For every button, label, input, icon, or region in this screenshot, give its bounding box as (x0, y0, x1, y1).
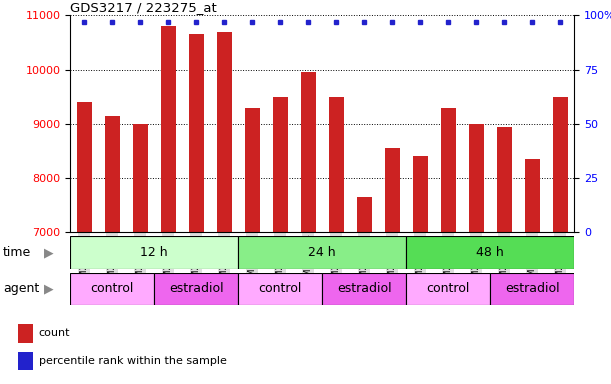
Text: estradiol: estradiol (169, 283, 224, 295)
Bar (161, 26, 176, 232)
Bar (273, 97, 288, 232)
Bar (244, 108, 260, 232)
Bar (525, 159, 540, 232)
Bar (384, 148, 400, 232)
Text: control: control (258, 283, 302, 295)
Bar (70, 236, 238, 269)
Text: control: control (426, 283, 470, 295)
Text: 12 h: 12 h (141, 246, 168, 259)
Bar (238, 273, 323, 305)
Bar (216, 31, 232, 232)
Bar (406, 273, 490, 305)
Text: estradiol: estradiol (505, 283, 560, 295)
Bar (301, 72, 316, 232)
Bar (552, 97, 568, 232)
Bar (18, 324, 33, 343)
Bar (469, 124, 484, 232)
Bar (406, 236, 574, 269)
Bar (154, 273, 238, 305)
Bar (104, 116, 120, 232)
Text: 24 h: 24 h (309, 246, 336, 259)
Bar (238, 236, 406, 269)
Text: ▶: ▶ (44, 283, 54, 295)
Text: estradiol: estradiol (337, 283, 392, 295)
Text: GDS3217 / 223275_at: GDS3217 / 223275_at (70, 1, 217, 14)
Bar (76, 102, 92, 232)
Bar (412, 156, 428, 232)
Text: time: time (3, 246, 31, 259)
Text: percentile rank within the sample: percentile rank within the sample (38, 356, 227, 366)
Text: 48 h: 48 h (477, 246, 504, 259)
Bar (189, 34, 204, 232)
Text: agent: agent (3, 283, 39, 295)
Text: ▶: ▶ (44, 246, 54, 259)
Bar (497, 127, 512, 232)
Bar (357, 197, 372, 232)
Bar (18, 352, 33, 370)
Bar (133, 124, 148, 232)
Text: control: control (90, 283, 134, 295)
Bar (441, 108, 456, 232)
Bar (490, 273, 574, 305)
Bar (70, 273, 154, 305)
Bar (323, 273, 406, 305)
Text: count: count (38, 328, 70, 338)
Bar (329, 97, 344, 232)
